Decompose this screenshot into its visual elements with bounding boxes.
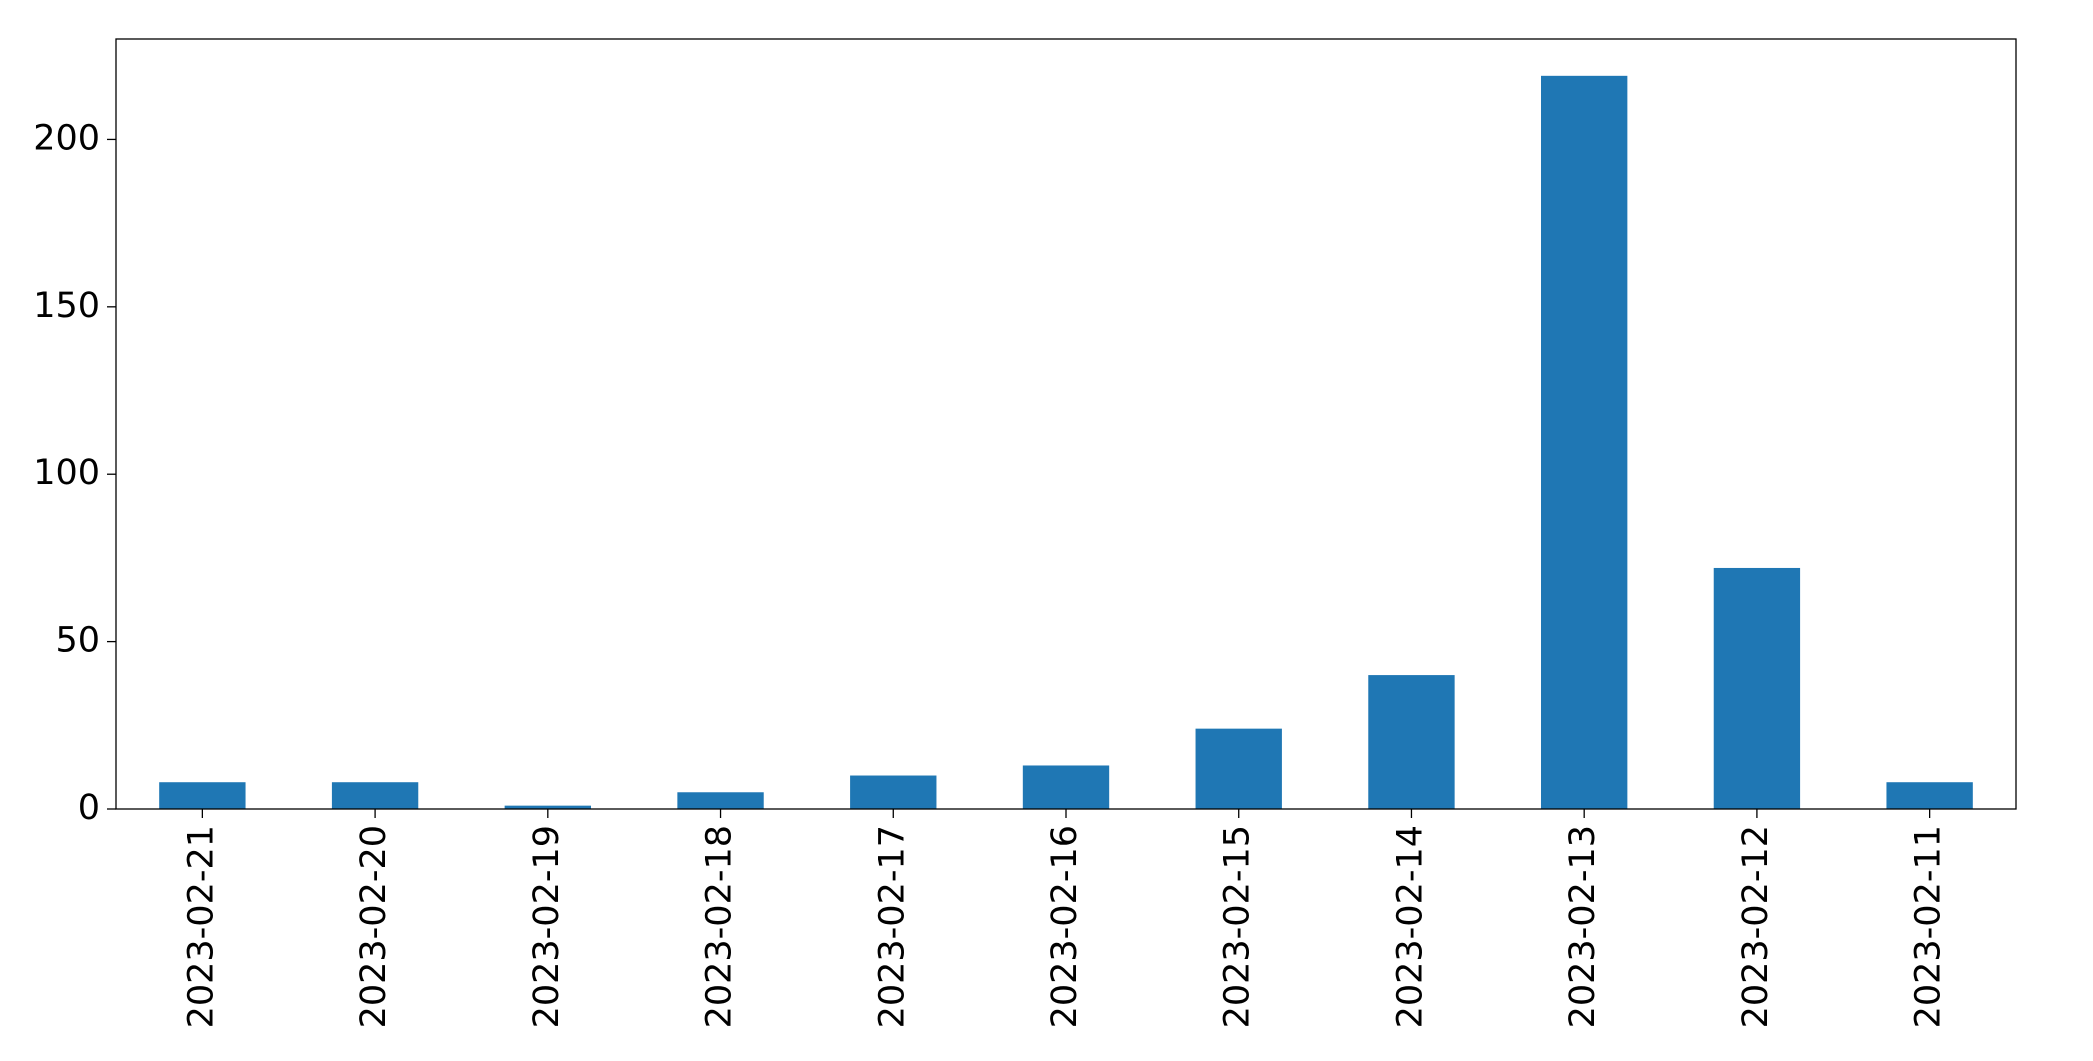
y-tick-label: 200 — [33, 118, 100, 158]
x-tick-label: 2023-02-19 — [527, 825, 567, 1028]
bar — [159, 782, 246, 809]
x-tick-label: 2023-02-18 — [700, 825, 740, 1028]
bar — [1368, 675, 1455, 809]
bar — [850, 775, 937, 809]
x-tick-label: 2023-02-21 — [181, 825, 221, 1028]
y-tick-label: 150 — [33, 286, 100, 326]
x-tick-label: 2023-02-15 — [1218, 825, 1258, 1028]
bar — [1886, 782, 1973, 809]
bar — [1541, 75, 1628, 809]
bar — [331, 782, 419, 809]
x-tick-label: 2023-02-20 — [354, 825, 394, 1028]
x-tick-label: 2023-02-17 — [872, 825, 912, 1028]
bar — [1195, 728, 1282, 809]
x-tick-label: 2023-02-12 — [1736, 825, 1776, 1028]
x-tick-label: 2023-02-14 — [1390, 825, 1430, 1028]
x-tick-label: 2023-02-16 — [1045, 825, 1085, 1028]
y-tick-label: 100 — [33, 453, 100, 493]
x-tick-label: 2023-02-11 — [1909, 825, 1949, 1028]
bar — [677, 792, 764, 809]
bar — [1713, 567, 1801, 809]
y-tick-label: 0 — [78, 788, 100, 828]
bar — [1022, 765, 1110, 809]
x-tick-label: 2023-02-13 — [1563, 825, 1603, 1028]
bar — [504, 805, 591, 809]
y-tick-label: 50 — [55, 621, 100, 661]
